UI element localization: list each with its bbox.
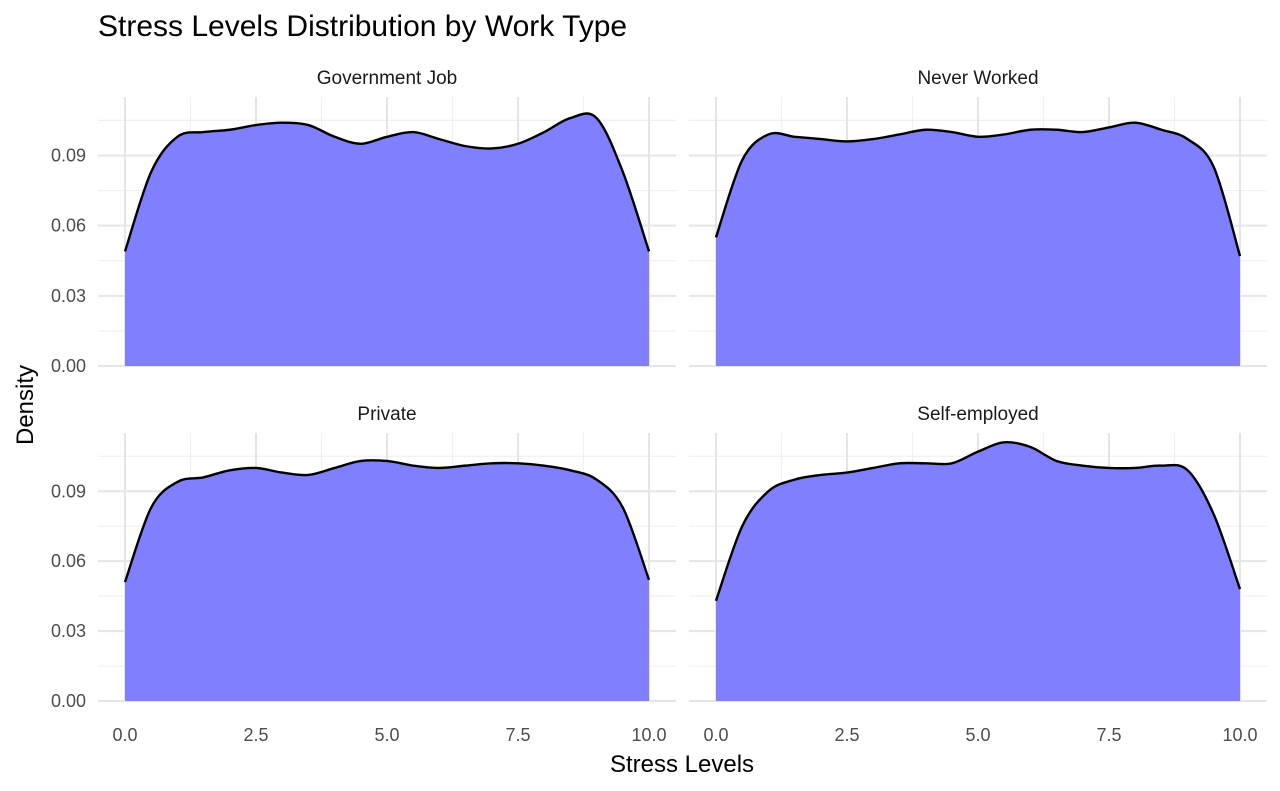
density-line [714, 121, 1242, 257]
x-tick-label: 2.5 [834, 725, 859, 745]
density-line [123, 459, 651, 583]
facet-strip-label: Never Worked [917, 68, 1038, 89]
x-tick-label: 0.0 [112, 725, 137, 745]
x-tick-label: 5.0 [374, 725, 399, 745]
facets-layer: Government Job 0.00 0.03 0.06 0.09 Never Work… [51, 68, 1267, 745]
y-tick-label: 0.03 [51, 286, 86, 306]
x-tick-label: 2.5 [243, 725, 268, 745]
density-area [125, 460, 649, 701]
density-area [716, 122, 1240, 366]
x-tick-label: 7.5 [505, 725, 530, 745]
x-tick-label: 10.0 [631, 725, 666, 745]
density-area [716, 442, 1240, 701]
facet-strip-label: Private [357, 404, 416, 425]
y-tick-label: 0.00 [51, 691, 86, 711]
facet-panel: Private 0.00 0.03 0.06 0.09 0.0 2.5 5.0 7.5 10.0 [51, 404, 676, 745]
y-axis-title: Density [12, 365, 39, 445]
facet-panel: Government Job 0.00 0.03 0.06 0.09 [51, 68, 676, 376]
density-line [123, 112, 651, 252]
density-line [714, 440, 1242, 602]
x-tick-label: 7.5 [1096, 725, 1121, 745]
density-area [125, 113, 649, 366]
y-tick-label: 0.06 [51, 216, 86, 236]
x-tick-label: 5.0 [965, 725, 990, 745]
y-tick-label: 0.03 [51, 621, 86, 641]
y-tick-label: 0.06 [51, 551, 86, 571]
facet-panel: Never Worked [689, 68, 1267, 367]
y-tick-label: 0.00 [51, 356, 86, 376]
facet-strip-label: Government Job [317, 68, 457, 89]
facet-strip-label: Self-employed [917, 404, 1038, 425]
x-tick-label: 10.0 [1222, 725, 1257, 745]
y-tick-label: 0.09 [51, 481, 86, 501]
facet-panel: Self-employed 0.0 2.5 5.0 7.5 10.0 [689, 404, 1267, 745]
x-tick-label: 0.0 [703, 725, 728, 745]
chart-title: Stress Levels Distribution by Work Type [98, 10, 627, 43]
x-axis-title: Stress Levels [610, 751, 754, 778]
y-tick-label: 0.09 [51, 145, 86, 165]
